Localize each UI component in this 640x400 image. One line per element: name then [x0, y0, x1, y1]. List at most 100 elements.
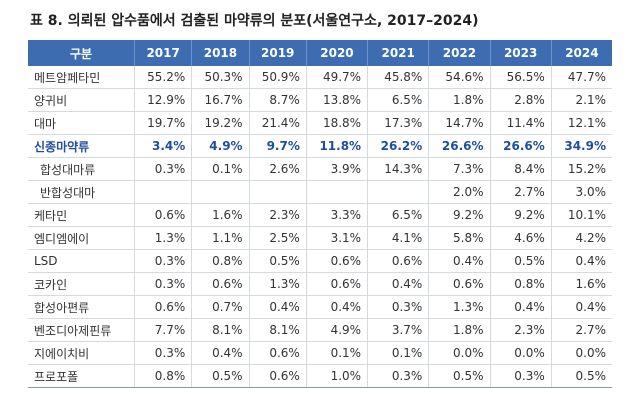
- table-cell: [305, 180, 368, 204]
- table-cell: [367, 180, 429, 204]
- table-cell: 1.3%: [133, 226, 192, 250]
- table-cell: 0.6%: [428, 272, 491, 296]
- table-cell: 0.1%: [367, 341, 429, 365]
- table-cell: 45.8%: [367, 66, 429, 89]
- table-body: 메트암페타민 55.2% 50.3% 50.9% 49.7% 45.8% 54.6% 56.5…: [28, 66, 612, 388]
- table-cell: [191, 180, 250, 204]
- header-cell: 2022: [428, 40, 491, 66]
- table-row: 케타민 0.6% 1.6% 2.3% 3.3% 6.5% 9.2% 9.2% 10.1%: [28, 203, 612, 227]
- header-cell: 2024: [550, 40, 612, 66]
- table-cell: 0.4%: [367, 272, 429, 296]
- header-cell: 2021: [367, 40, 429, 66]
- table-cell: 0.4%: [550, 249, 612, 273]
- table-cell: 0.0%: [489, 341, 552, 365]
- table-cell: 0.4%: [550, 295, 612, 319]
- table-cell: 54.6%: [428, 66, 491, 89]
- table-cell: 7.3%: [428, 157, 491, 181]
- data-table: 구분 2017 2018 2019 2020 2021 2022 2023 2024 메트암페타민…: [28, 40, 612, 388]
- table-cell: 2.8%: [489, 88, 552, 112]
- table-cell: 0.3%: [489, 364, 552, 388]
- table-cell: 6.5%: [367, 203, 429, 227]
- table-cell: 0.6%: [367, 249, 429, 273]
- table-cell: 0.4%: [428, 249, 491, 273]
- table-cell: 2.6%: [248, 157, 307, 181]
- table-cell: 1.6%: [191, 203, 250, 227]
- table-cell: 벤조디아제핀류: [28, 318, 135, 342]
- table-cell: 합성대마류: [28, 157, 135, 181]
- table-cell: 지에이치비: [28, 341, 135, 365]
- table-cell: 0.1%: [305, 341, 368, 365]
- header-cell: 2023: [489, 40, 552, 66]
- table-cell: 55.2%: [133, 66, 192, 89]
- table-cell: 15.2%: [550, 157, 612, 181]
- table-cell: 0.3%: [367, 364, 429, 388]
- table-cell: 4.2%: [550, 226, 612, 250]
- table-cell: 2.1%: [550, 88, 612, 112]
- table-cell: 14.7%: [428, 111, 491, 135]
- table-cell: 0.0%: [428, 341, 491, 365]
- table-cell: 0.0%: [550, 341, 612, 365]
- table-row: 양귀비 12.9% 16.7% 8.7% 13.8% 6.5% 1.8% 2.8% 2.1%: [28, 88, 612, 112]
- table-cell: 3.3%: [305, 203, 368, 227]
- header-cell: 구분: [28, 40, 135, 66]
- table-cell: 엠디엠에이: [28, 226, 135, 250]
- table-cell: 1.3%: [428, 295, 491, 319]
- table-cell: 2.3%: [248, 203, 307, 227]
- table-cell: 신종마약류: [28, 134, 135, 158]
- table-cell: 2.7%: [489, 180, 552, 204]
- table-cell: 1.0%: [305, 364, 368, 388]
- header-cell: 2020: [305, 40, 368, 66]
- table-cell: 8.4%: [489, 157, 552, 181]
- table-cell: 0.5%: [489, 249, 552, 273]
- table-cell: 9.2%: [489, 203, 552, 227]
- table-cell: 3.0%: [550, 180, 612, 204]
- table-cell: 50.9%: [248, 66, 307, 89]
- table-cell: 12.9%: [133, 88, 192, 112]
- table-cell: 3.7%: [367, 318, 429, 342]
- table-cell: 0.4%: [191, 341, 250, 365]
- table-cell: 0.6%: [305, 272, 368, 296]
- header-cell: 2017: [133, 40, 192, 66]
- table-cell: 코카인: [28, 272, 135, 296]
- table-cell: 양귀비: [28, 88, 135, 112]
- table-cell: 0.6%: [191, 272, 250, 296]
- table-cell: 0.6%: [305, 249, 368, 273]
- table-cell: 합성아편류: [28, 295, 135, 319]
- table-cell: 1.6%: [550, 272, 612, 296]
- table-cell: 1.8%: [428, 318, 491, 342]
- table-cell: 0.4%: [305, 295, 368, 319]
- table-cell: 7.7%: [133, 318, 192, 342]
- table-cell: 11.8%: [305, 134, 368, 158]
- table-cell: 0.5%: [191, 364, 250, 388]
- table-cell: 26.2%: [367, 134, 429, 158]
- table-cell: 16.7%: [191, 88, 250, 112]
- table-cell: 0.5%: [550, 364, 612, 388]
- table-cell: 케타민: [28, 203, 135, 227]
- table-cell: 0.3%: [133, 157, 192, 181]
- table-cell: 프로포폴: [28, 364, 135, 388]
- table-cell: 26.6%: [428, 134, 491, 158]
- table-cell: 3.9%: [305, 157, 368, 181]
- table-row: 지에이치비 0.3% 0.4% 0.6% 0.1% 0.1% 0.0% 0.0% 0.0%: [28, 341, 612, 365]
- table-cell: 0.5%: [428, 364, 491, 388]
- table-cell: 8.1%: [248, 318, 307, 342]
- table-row: 합성대마류 0.3% 0.1% 2.6% 3.9% 14.3% 7.3% 8.4% 15.2%: [28, 157, 612, 181]
- table-cell: 0.5%: [248, 249, 307, 273]
- table-cell: 56.5%: [489, 66, 552, 89]
- table-row: 반합성대마 2.0% 2.7% 3.0%: [28, 180, 612, 204]
- table-row: 프로포폴 0.8% 0.5% 0.6% 1.0% 0.3% 0.5% 0.3% 0.5%: [28, 364, 612, 388]
- table-cell: 4.1%: [367, 226, 429, 250]
- table-cell: 19.7%: [133, 111, 192, 135]
- table-cell: 3.1%: [305, 226, 368, 250]
- table-cell: 1.3%: [248, 272, 307, 296]
- table-cell: 0.4%: [248, 295, 307, 319]
- table-cell: 0.8%: [191, 249, 250, 273]
- table-cell: 0.6%: [248, 364, 307, 388]
- table-cell: 1.1%: [191, 226, 250, 250]
- table-cell: 49.7%: [305, 66, 368, 89]
- table-cell: 47.7%: [550, 66, 612, 89]
- table-cell: 0.6%: [133, 203, 192, 227]
- table-cell: 2.3%: [489, 318, 552, 342]
- table-cell: 반합성대마: [28, 180, 135, 204]
- table-cell: 10.1%: [550, 203, 612, 227]
